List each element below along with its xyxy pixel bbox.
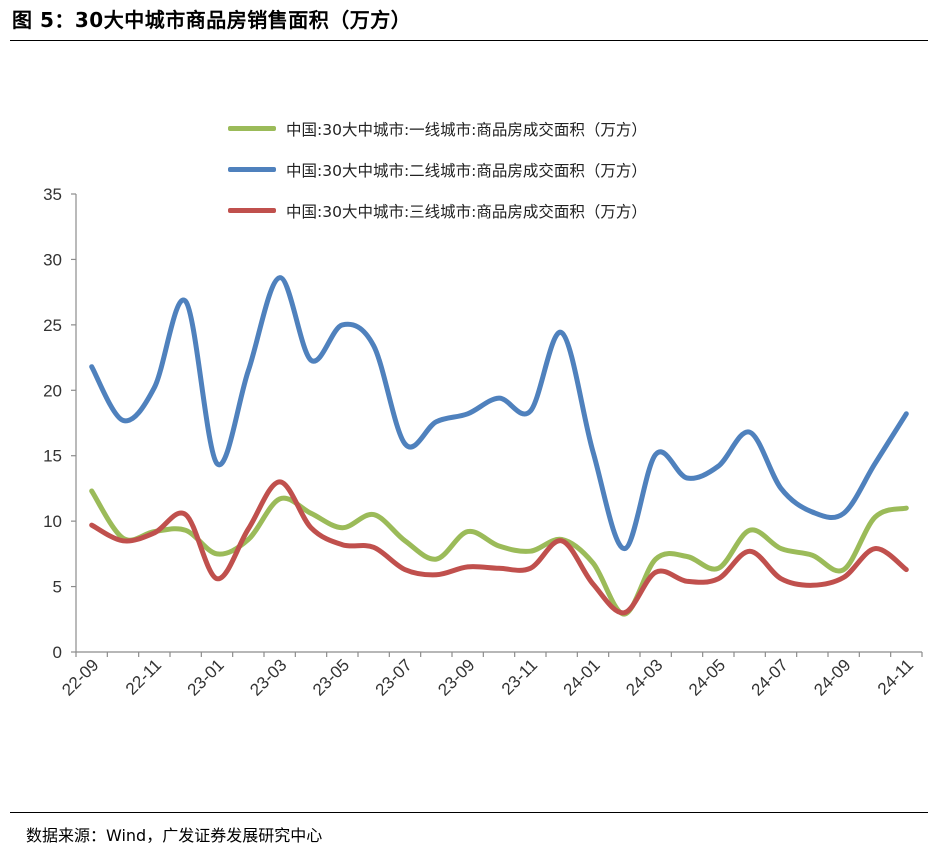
x-tick-label: 23-05 bbox=[309, 655, 353, 699]
y-tick-label: 15 bbox=[43, 447, 62, 466]
source-note: 数据来源：Wind，广发证券发展研究中心 bbox=[26, 826, 323, 845]
y-tick-label: 0 bbox=[53, 643, 62, 662]
x-tick-label: 24-01 bbox=[560, 655, 604, 699]
legend-item-tier2: 中国:30大中城市:二线城市:商品房成交面积（万方） bbox=[228, 149, 647, 190]
y-tick-label: 20 bbox=[43, 381, 62, 400]
series-line-tier2 bbox=[89, 275, 909, 552]
x-tick-label: 23-11 bbox=[498, 655, 541, 698]
x-tick-label: 24-09 bbox=[810, 655, 854, 699]
source-rule bbox=[10, 812, 928, 813]
title-rule bbox=[10, 40, 928, 41]
y-tick-label: 10 bbox=[43, 512, 62, 531]
series-line-tier1 bbox=[89, 488, 909, 617]
y-tick-label: 35 bbox=[43, 185, 62, 204]
x-tick-label: 23-01 bbox=[184, 655, 228, 699]
y-tick-label: 25 bbox=[43, 316, 62, 335]
x-tick-label: 22-11 bbox=[122, 655, 165, 698]
legend-swatch-tier1 bbox=[228, 126, 276, 131]
legend-label-tier1: 中国:30大中城市:一线城市:商品房成交面积（万方） bbox=[286, 120, 647, 139]
legend: 中国:30大中城市:一线城市:商品房成交面积（万方） 中国:30大中城市:二线城… bbox=[228, 108, 647, 231]
x-tick-label: 24-03 bbox=[622, 655, 666, 699]
x-tick-label: 23-07 bbox=[372, 655, 416, 699]
legend-swatch-tier2 bbox=[228, 167, 276, 172]
legend-swatch-tier3 bbox=[228, 208, 276, 213]
legend-item-tier3: 中国:30大中城市:三线城市:商品房成交面积（万方） bbox=[228, 190, 647, 231]
x-tick-label: 22-09 bbox=[58, 655, 102, 699]
legend-label-tier2: 中国:30大中城市:二线城市:商品房成交面积（万方） bbox=[286, 161, 647, 180]
x-tick-label: 23-03 bbox=[246, 655, 290, 699]
legend-label-tier3: 中国:30大中城市:三线城市:商品房成交面积（万方） bbox=[286, 202, 647, 221]
x-tick-label: 24-07 bbox=[748, 655, 792, 699]
x-tick-label: 24-11 bbox=[874, 655, 917, 698]
series-line-tier3 bbox=[89, 479, 909, 616]
y-tick-label: 5 bbox=[53, 578, 62, 597]
line-chart: 0 5 10 15 20 25 30 35 22-09 22-11 23-01 23-03 23-05 2… bbox=[43, 185, 923, 700]
y-tick-label: 30 bbox=[43, 250, 62, 269]
figure-title: 图 5：30大中城市商品房销售面积（万方） bbox=[12, 8, 412, 32]
x-tick-label: 24-05 bbox=[685, 655, 729, 699]
x-tick-label: 23-09 bbox=[434, 655, 478, 699]
legend-item-tier1: 中国:30大中城市:一线城市:商品房成交面积（万方） bbox=[228, 108, 647, 149]
